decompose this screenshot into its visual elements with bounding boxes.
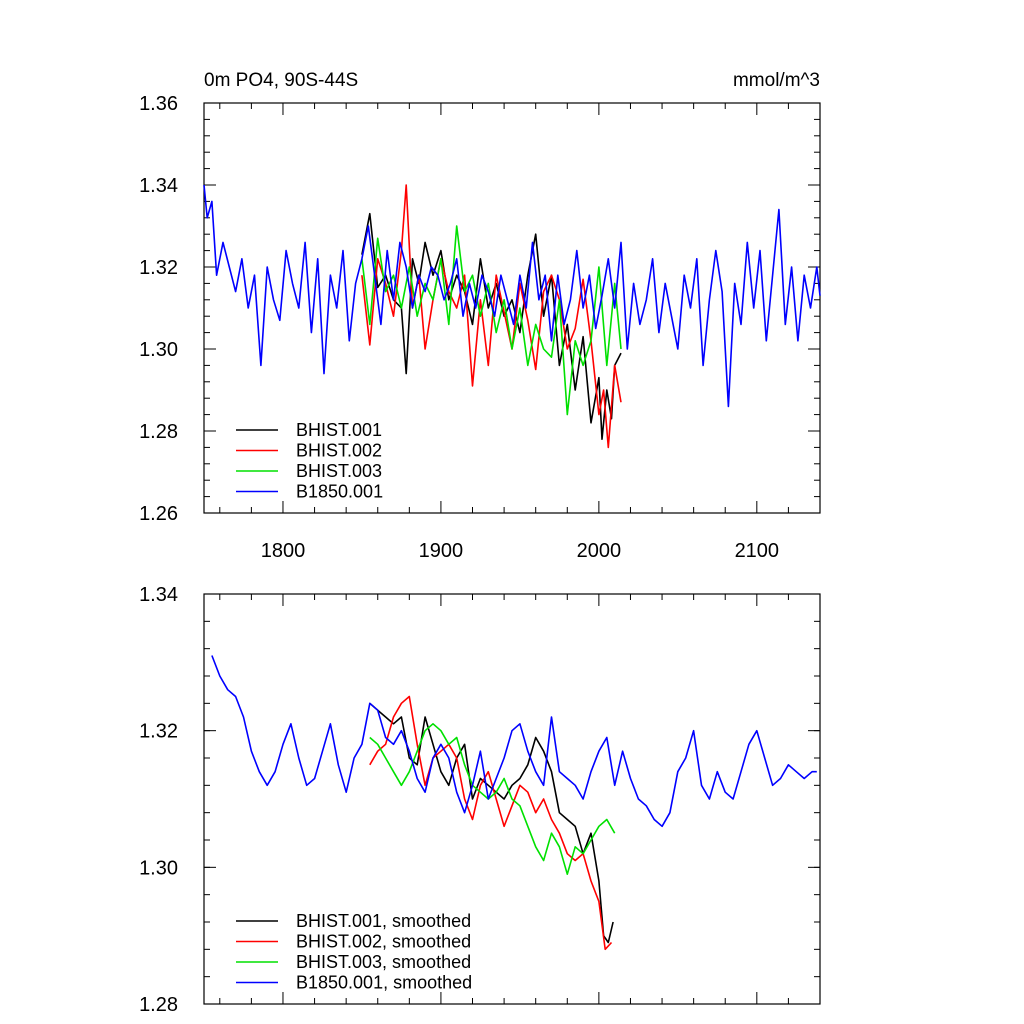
bottom-ytick-label: 1.28	[139, 994, 178, 1016]
bottom-panel-series	[211, 655, 817, 951]
bottom-series-line-3	[369, 722, 616, 876]
top-xtick-label: 1800	[261, 540, 306, 562]
bottom-series-line-2	[369, 695, 613, 951]
top-series-line-4	[203, 184, 821, 408]
top-legend-label: BHIST.002	[296, 441, 382, 461]
bottom-legend-label: BHIST.001, smoothed	[296, 911, 471, 931]
top-panel-series	[203, 184, 821, 449]
top-xtick-label: 1900	[419, 540, 464, 562]
bottom-series-line-4	[211, 655, 817, 828]
top-panel-ticks: 1.26 1.28 1.30 1.32 1.34 1.36 1800 1900 2000 2100	[139, 93, 821, 562]
bottom-series-line-1	[369, 702, 614, 944]
top-ytick-label: 1.32	[139, 257, 178, 279]
bottom-ytick-label: 1.30	[139, 857, 178, 879]
top-ytick-label: 1.28	[139, 421, 178, 443]
top-ytick-label: 1.26	[139, 503, 178, 525]
bottom-plot-frame	[203, 593, 821, 1005]
bottom-legend-label: BHIST.002, smoothed	[296, 932, 471, 952]
top-ytick-label: 1.36	[139, 93, 178, 115]
top-xtick-label: 2100	[735, 540, 780, 562]
bottom-ytick-label: 1.32	[139, 721, 178, 743]
top-legend-label: BHIST.003	[296, 461, 382, 481]
bottom-panel: 1.281.301.321.34 BHIST.001, smoothedBHIS…	[139, 584, 821, 1016]
top-xtick-label: 2000	[577, 540, 622, 562]
bottom-panel-ticks: 1.28 1.30 1.32 1.34	[139, 584, 821, 1016]
top-panel-title: 0m PO4, 90S-44S	[204, 70, 358, 91]
top-ytick-label: 1.30	[139, 339, 178, 361]
bottom-ytick-label: 1.34	[139, 584, 178, 606]
top-legend-label: BHIST.001	[296, 420, 382, 440]
bottom-legend-label: B1850.001, smoothed	[296, 973, 472, 993]
top-ytick-label: 1.34	[139, 175, 178, 197]
top-plot-frame	[203, 102, 821, 514]
top-panel-units: mmol/m^3	[733, 70, 820, 91]
top-legend-label: B1850.001	[296, 482, 383, 502]
bottom-legend-label: BHIST.003, smoothed	[296, 952, 471, 972]
top-panel: 0m PO4, 90S-44S mmol/m^3 1.26 1.28 1.30 1.3…	[139, 70, 821, 562]
top-series-line-2	[361, 184, 622, 449]
